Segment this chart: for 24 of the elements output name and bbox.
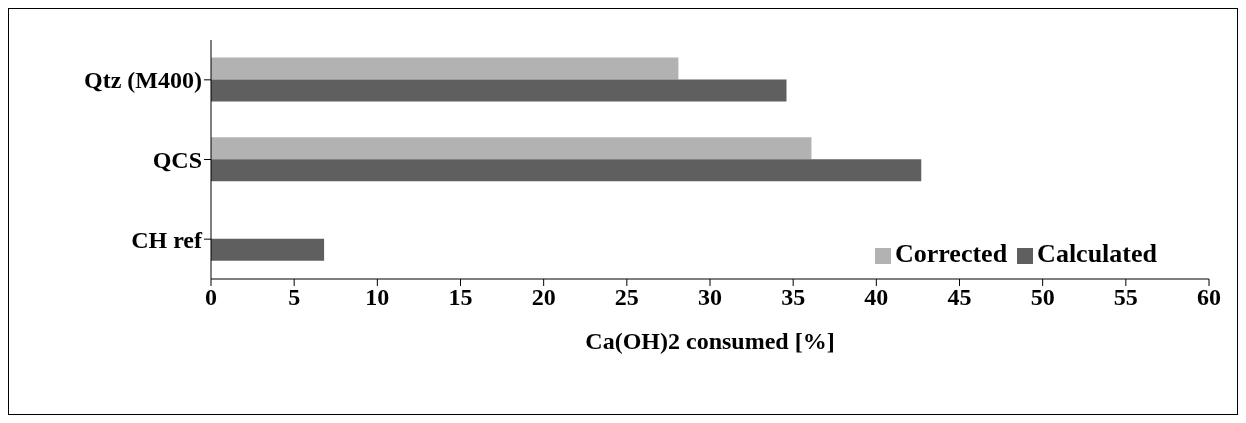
bar <box>211 238 325 261</box>
legend-label: Calculated <box>1037 239 1157 268</box>
bar <box>211 137 812 160</box>
x-tick-label: 30 <box>698 284 722 311</box>
x-axis-title: Ca(OH)2 consumed [%] <box>585 328 835 354</box>
x-tick-label: 45 <box>947 284 972 311</box>
x-tick-label: 35 <box>781 284 806 311</box>
y-tick-label: CH ref <box>131 226 203 253</box>
bar <box>211 57 679 80</box>
y-tick-label: Qtz (M400) <box>84 67 202 94</box>
x-tick-label: 0 <box>205 284 217 311</box>
bar <box>211 79 787 102</box>
x-tick-label: 40 <box>864 284 889 311</box>
x-tick-label: 5 <box>288 284 301 311</box>
x-tick-label: 10 <box>365 284 390 311</box>
y-tick-label: QCS <box>152 147 202 174</box>
bar <box>211 159 922 182</box>
x-tick-label: 55 <box>1113 284 1138 311</box>
x-tick-label: 60 <box>1197 284 1221 311</box>
x-tick-label: 25 <box>614 284 639 311</box>
x-tick-label: 50 <box>1030 284 1055 311</box>
x-tick-label: 20 <box>531 284 556 311</box>
x-tick-label: 15 <box>448 284 473 311</box>
legend-label: Corrected <box>894 239 1008 268</box>
